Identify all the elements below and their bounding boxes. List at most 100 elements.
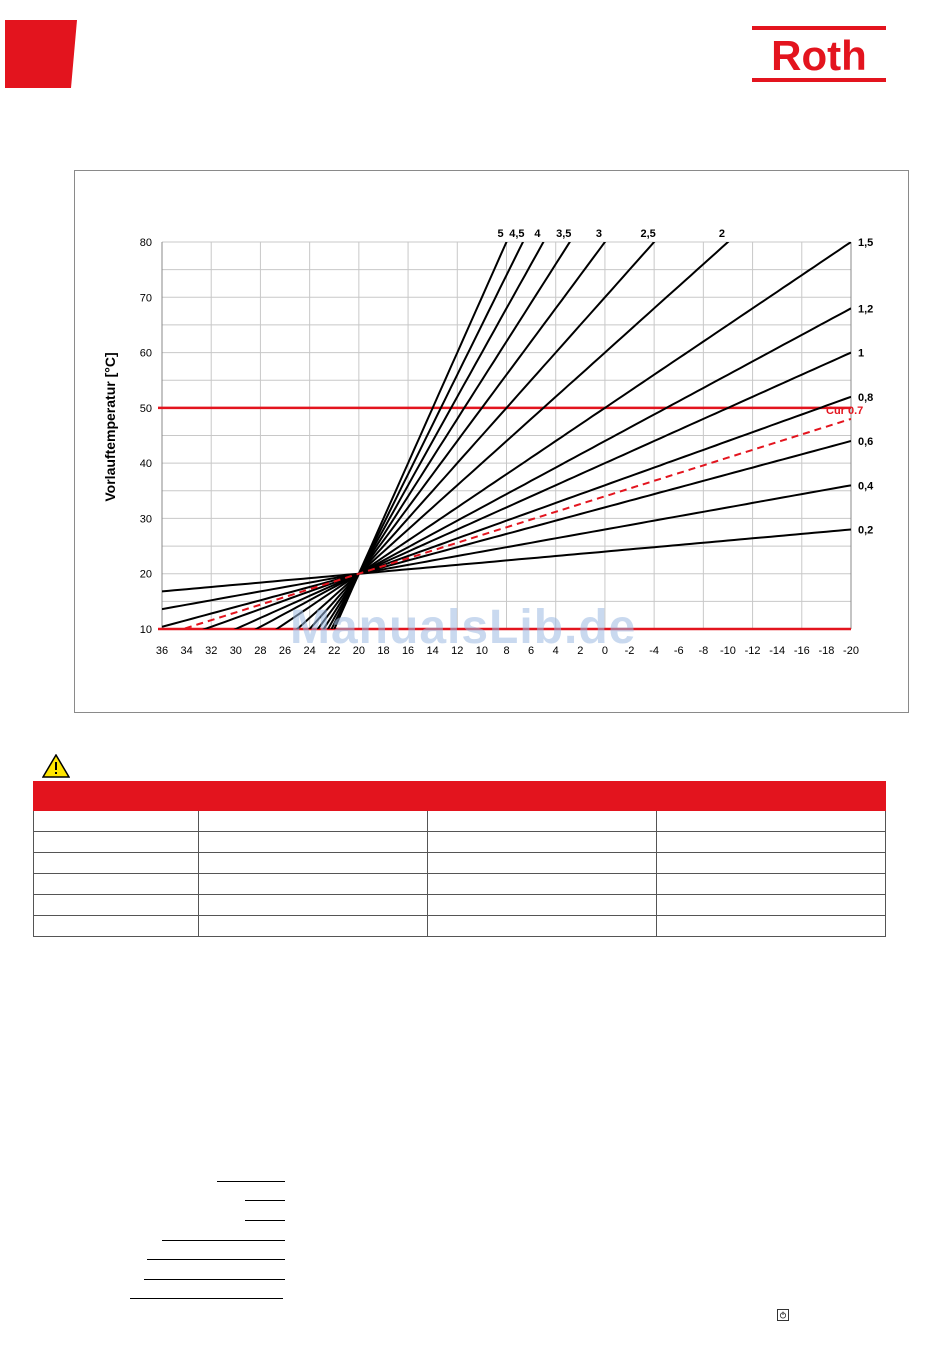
table-cell [33,894,199,916]
table-header-row [33,781,886,811]
series-label: 0,6 [858,436,873,448]
curve-0-2 [162,528,851,593]
table-cell [427,831,657,853]
series-label: 0,8 [858,392,873,404]
series-labels: 0,2 0,4 0,6 0,8 1 1,2 1,5 2 2,5 3 3,5 4 4,5 5 Cur 0.7 [497,228,874,536]
x-tick-label: 32 [205,645,217,657]
table-cell [33,873,199,895]
roth-logo: Roth [752,26,886,82]
x-tick-label: 16 [402,645,414,657]
table-row [33,894,886,916]
x-tick-label: 0 [602,645,608,657]
table-cell [33,852,199,874]
table-row [33,831,886,853]
table-cell [33,915,199,937]
curve-1-5 [275,242,851,629]
series-lines [162,242,851,629]
blank-field-line [162,1240,285,1241]
series-label: Cur 0.7 [826,405,863,417]
series-label: 1,5 [858,237,873,249]
x-tick-label: 18 [377,645,389,657]
x-tick-label: 34 [180,645,192,657]
table-cell [656,894,886,916]
blank-field-line [245,1200,285,1201]
table-cell [427,873,657,895]
y-tick-label: 80 [140,237,152,249]
curve-3 [316,242,607,629]
power-icon [777,1309,789,1321]
y-tick-label: 70 [140,292,152,304]
series-label: 4 [534,228,541,240]
table-cell [656,852,886,874]
x-tick-label: 36 [156,645,168,657]
curve-cur-0-7 [179,417,851,629]
series-label: 4,5 [509,228,524,240]
table-cell [198,852,428,874]
blank-field-line [144,1279,285,1280]
x-tick-label: 2 [577,645,583,657]
x-tick-label: 28 [254,645,266,657]
blank-field-line [147,1259,285,1260]
table-row [33,810,886,832]
x-tick-label: -20 [843,645,859,657]
table-header-cell [198,781,428,811]
x-tick-label: -4 [649,645,659,657]
watermark: ManualsLib.de [290,601,637,654]
series-label: 5 [497,228,503,240]
y-axis-label: Vorlauftemperatur [°C] [102,352,118,501]
x-tick-label: 22 [328,645,340,657]
blank-field-line [130,1298,283,1299]
table-cell [427,894,657,916]
x-tick-label: -16 [794,645,810,657]
series-label: 3 [596,228,602,240]
table-cell [33,810,199,832]
warning-triangle-icon [42,754,70,778]
table-cell [198,831,428,853]
table-cell [198,894,428,916]
table-cell [33,831,199,853]
x-tick-label: 4 [553,645,559,657]
table-cell [656,810,886,832]
curve-1 [233,351,851,629]
x-tick-label: 20 [353,645,365,657]
x-tick-label: 14 [427,645,439,657]
series-label: 2,5 [640,228,655,240]
y-tick-label: 60 [140,348,152,360]
x-tick-label: 8 [503,645,509,657]
table-cell [656,873,886,895]
y-tick-label: 10 [140,624,152,636]
heating-curve-chart: 0,2 0,4 0,6 0,8 1 1,2 1,5 2 2,5 3 3,5 4 4,5 5 Cur 0.7 … [74,170,909,713]
x-tick-label: -12 [745,645,761,657]
curve-1-2 [254,307,851,629]
x-tick-label: -2 [625,645,635,657]
curve-0-6 [162,440,851,628]
table-header-cell [656,781,886,811]
table-cell [427,852,657,874]
settings-table [33,781,886,937]
x-tick-label: 26 [279,645,291,657]
x-tick-label: -18 [818,645,834,657]
table-cell [198,810,428,832]
x-tick-label: 6 [528,645,534,657]
blank-field-line [217,1181,285,1182]
table-cell [656,831,886,853]
table-cell [198,915,428,937]
series-label: 2 [719,228,725,240]
table-cell [427,810,657,832]
curve-3-5 [322,242,571,629]
table-cell [656,915,886,937]
x-tick-label: -6 [674,645,684,657]
y-tick-label: 50 [140,403,152,415]
x-tick-label: -10 [720,645,736,657]
blank-field-line [245,1220,285,1221]
table-header-cell [427,781,657,811]
y-tick-label: 40 [140,458,152,470]
reference-lines [158,406,851,631]
table-row [33,915,886,937]
x-tick-label: 12 [451,645,463,657]
table-row [33,873,886,895]
curve-4-5 [330,242,525,629]
y-tick-label: 30 [140,513,152,525]
red-corner-tab [5,20,77,88]
